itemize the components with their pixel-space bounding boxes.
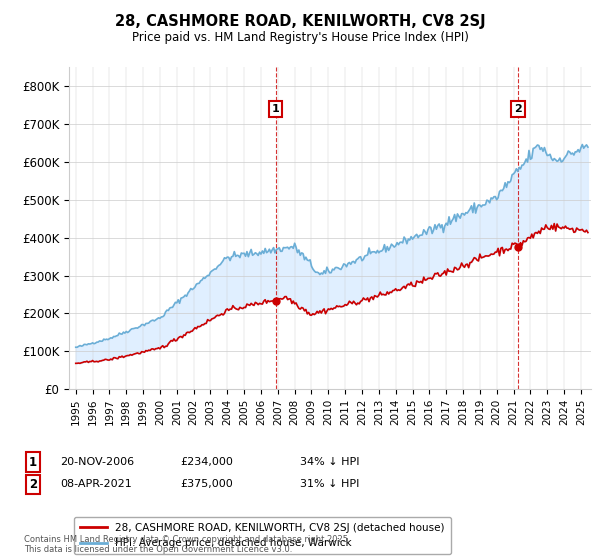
Text: 2: 2 bbox=[29, 478, 37, 491]
Text: £375,000: £375,000 bbox=[180, 479, 233, 489]
Text: 31% ↓ HPI: 31% ↓ HPI bbox=[300, 479, 359, 489]
Text: Contains HM Land Registry data © Crown copyright and database right 2025.
This d: Contains HM Land Registry data © Crown c… bbox=[24, 535, 350, 554]
Text: 1: 1 bbox=[272, 104, 280, 114]
Text: £234,000: £234,000 bbox=[180, 457, 233, 467]
Text: 1: 1 bbox=[29, 455, 37, 469]
Text: Price paid vs. HM Land Registry's House Price Index (HPI): Price paid vs. HM Land Registry's House … bbox=[131, 31, 469, 44]
Text: 28, CASHMORE ROAD, KENILWORTH, CV8 2SJ: 28, CASHMORE ROAD, KENILWORTH, CV8 2SJ bbox=[115, 14, 485, 29]
Legend: 28, CASHMORE ROAD, KENILWORTH, CV8 2SJ (detached house), HPI: Average price, det: 28, CASHMORE ROAD, KENILWORTH, CV8 2SJ (… bbox=[74, 517, 451, 554]
Text: 20-NOV-2006: 20-NOV-2006 bbox=[60, 457, 134, 467]
Text: 34% ↓ HPI: 34% ↓ HPI bbox=[300, 457, 359, 467]
Text: 2: 2 bbox=[514, 104, 522, 114]
Text: 08-APR-2021: 08-APR-2021 bbox=[60, 479, 132, 489]
